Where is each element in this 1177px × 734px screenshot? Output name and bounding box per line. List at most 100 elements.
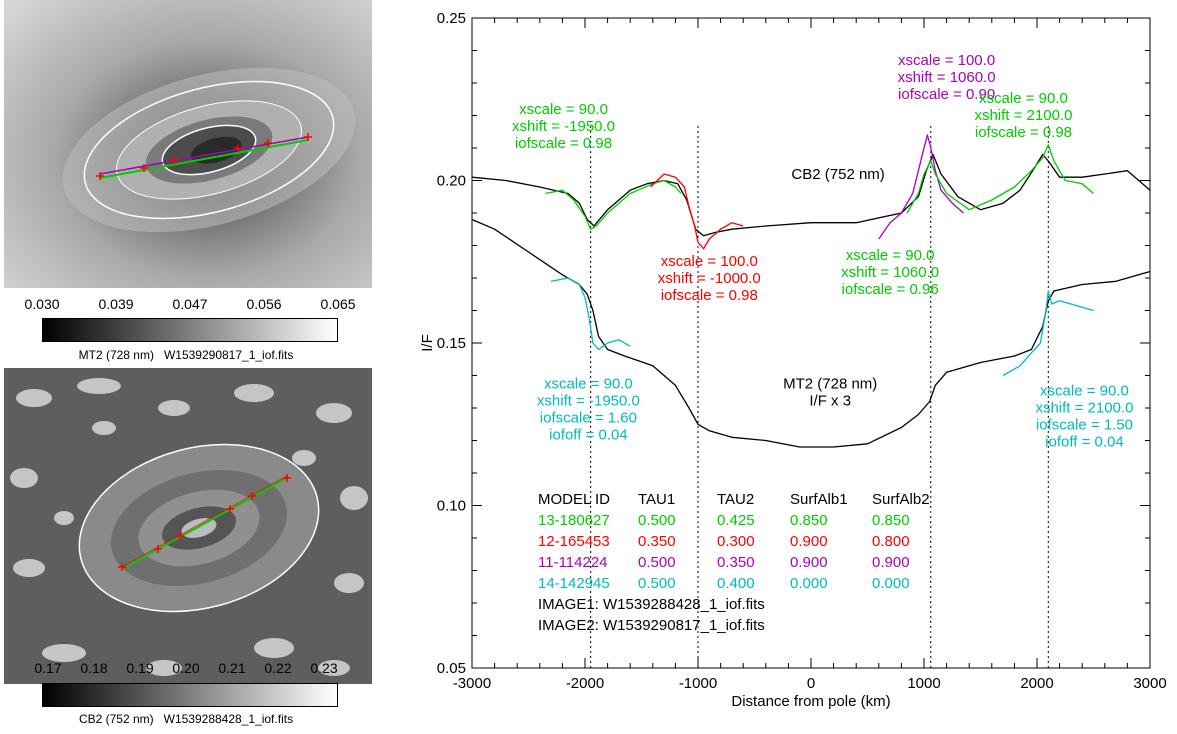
annotation-text: iofscale = 0.98 [661, 287, 758, 304]
profile-tick-markers [96, 133, 312, 180]
table-header: MODEL ID [538, 491, 610, 508]
table-cell: 0.900 [790, 533, 828, 550]
cb2-image [4, 368, 372, 684]
annotation-text: iofscale = 0.98 [975, 124, 1072, 141]
annotation-text: xscale = 90.0 [846, 247, 935, 264]
annotation-text: CB2 (752 nm) [791, 166, 884, 183]
table-cell: 0.500 [638, 554, 676, 571]
series-line-cyan [1002, 290, 1094, 377]
top-colorbar-caption: MT2 (728 nm) W1539290817_1_iof.fits [78, 348, 294, 362]
colorbar-tick-label: 0.17 [34, 660, 62, 676]
y-tick-label: 0.20 [437, 173, 466, 190]
top-colorbar [42, 318, 338, 342]
table-cell: 0.300 [717, 533, 755, 550]
annotation-text: xscale = 100.0 [661, 253, 758, 270]
annotation-text: iofscale = 1.60 [540, 410, 637, 427]
table-cell: 0.500 [638, 575, 676, 592]
cb2-tick-markers [118, 474, 291, 571]
table-cell: 0.000 [872, 575, 910, 592]
annotation-text: xshift = 2100.0 [974, 107, 1072, 124]
y-tick-label: 0.15 [437, 335, 466, 352]
table-header: TAU1 [638, 491, 675, 508]
iof-profile-chart: -3000 -2000 -1000 0 1000 2000 3000 0.05 0.10 0.15… [419, 10, 1167, 710]
annotation-text: xscale = 90.0 [1040, 382, 1129, 399]
mt2-image [4, 0, 372, 288]
colorbar-tick-label: 0.056 [246, 296, 282, 312]
profile-track-purple [99, 136, 309, 175]
colorbar-tick-label: 0.065 [320, 296, 356, 312]
table-footer: IMAGE2: W1539290817_1_iof.fits [538, 617, 765, 634]
y-tick-label: 0.10 [437, 498, 466, 515]
colorbar-tick-label: 0.030 [24, 296, 60, 312]
annotation-text: xshift = 1060.0 [898, 69, 996, 86]
annotation-text: xshift = 1060.0 [841, 264, 939, 281]
annotation-text: xshift = 2100.0 [1035, 399, 1133, 416]
colorbar-tick-label: 0.039 [98, 296, 134, 312]
table-cell: 0.400 [717, 575, 755, 592]
colorbar-tick-label: 0.22 [264, 660, 292, 676]
series-line-cyan [550, 277, 631, 351]
table-cell: 14-142945 [538, 575, 610, 592]
bottom-colorbar [42, 683, 338, 707]
table-cell: 0.350 [717, 554, 755, 571]
annotation-text: xshift = -1950.0 [537, 393, 640, 410]
series-line-green [906, 144, 1094, 214]
annotation-text: xscale = 90.0 [519, 101, 608, 118]
table-cell: 0.800 [872, 533, 910, 550]
bottom-colorbar-caption: CB2 (752 nm) W1539288428_1_iof.fits [78, 712, 294, 726]
table-cell: 11-114224 [538, 554, 608, 571]
profile-track-green [99, 139, 309, 179]
x-tick-label: 3000 [1133, 675, 1166, 692]
annotation-text: iofoff = 0.04 [549, 427, 628, 444]
outer-ring-ellipse [83, 80, 335, 220]
table-header: SurfAlb2 [872, 491, 930, 508]
colorbar-tick-label: 0.047 [172, 296, 208, 312]
x-tick-label: -3000 [453, 675, 491, 692]
colorbar-tick-label: 0.21 [218, 660, 246, 676]
colorbar-tick-label: 0.23 [310, 660, 338, 676]
colorbar-tick-label: 0.20 [172, 660, 200, 676]
annotation-text: iofscale = 0.96 [842, 281, 939, 298]
table-cell: 0.900 [790, 554, 828, 571]
table-cell: 0.850 [872, 512, 910, 529]
annotation-text: iofoff = 0.04 [1045, 433, 1124, 450]
table-cell: 0.850 [790, 512, 828, 529]
annotation-text: iofscale = 0.98 [515, 135, 612, 152]
cb2-profile-track [121, 477, 288, 570]
table-cell: 0.500 [638, 512, 676, 529]
series-line-red [650, 173, 744, 250]
y-axis-label: I/F [419, 334, 436, 352]
annotation-text: xshift = -1950.0 [512, 118, 615, 135]
annotation-text: iofscale = 1.50 [1036, 416, 1133, 433]
table-cell: 0.000 [790, 575, 828, 592]
table-cell: 0.900 [872, 554, 910, 571]
annotation-text: MT2 (728 nm) [783, 376, 877, 393]
series-line-black [471, 153, 1151, 237]
x-tick-label: 1000 [907, 675, 940, 692]
annotation-text: xscale = 90.0 [979, 90, 1068, 107]
colorbar-tick-label: 0.19 [126, 660, 154, 676]
x-tick-label: 2000 [1020, 675, 1053, 692]
x-tick-label: 0 [807, 675, 815, 692]
table-header: SurfAlb1 [790, 491, 848, 508]
annotation-text: xscale = 90.0 [544, 376, 633, 393]
colorbar-tick-label: 0.18 [80, 660, 108, 676]
table-cell: 0.425 [717, 512, 755, 529]
y-tick-label: 0.05 [437, 660, 466, 677]
x-tick-label: -2000 [566, 675, 604, 692]
table-cell: 12-165453 [538, 533, 610, 550]
series-line-black [471, 218, 1151, 448]
table-header: TAU2 [717, 491, 754, 508]
annotation-text: I/F x 3 [809, 393, 851, 410]
table-footer: IMAGE1: W1539288428_1_iof.fits [538, 596, 765, 613]
table-cell: 0.350 [638, 533, 676, 550]
x-axis-label: Distance from pole (km) [731, 693, 890, 710]
annotation-text: iofscale = 0.90 [898, 86, 995, 103]
y-tick-label: 0.25 [437, 10, 466, 27]
series-line-purple [878, 134, 964, 240]
annotation-text: xshift = -1000.0 [658, 270, 761, 287]
table-cell: 13-180627 [538, 512, 610, 529]
series-line-green [545, 179, 682, 230]
annotation-text: xscale = 100.0 [898, 52, 995, 69]
x-tick-label: -1000 [679, 675, 717, 692]
